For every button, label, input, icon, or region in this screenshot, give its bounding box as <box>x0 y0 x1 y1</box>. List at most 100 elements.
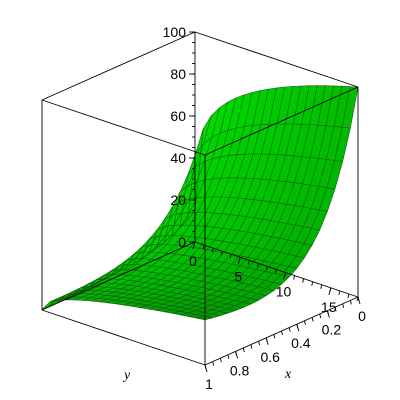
surface-patch <box>293 85 310 125</box>
x-tick-label: 0.8 <box>230 362 250 378</box>
surface-patch <box>113 284 130 289</box>
surface-patch <box>157 215 173 230</box>
surface-patch <box>206 227 223 240</box>
surface-patch <box>247 247 264 260</box>
x-minor-tick <box>349 300 352 305</box>
surface-patch <box>230 198 246 216</box>
surface-patch <box>182 225 198 237</box>
surface-patch <box>214 228 231 242</box>
surface-patch <box>288 256 305 269</box>
surface-patch <box>168 269 185 277</box>
surface-patch <box>174 235 191 246</box>
surface-patch <box>165 225 182 236</box>
surface-patch <box>191 248 208 258</box>
surface-patch <box>211 302 227 307</box>
surface-patch <box>199 249 216 260</box>
surface-patch <box>112 274 129 280</box>
surface-patch <box>271 238 288 253</box>
x-minor-tick <box>319 313 322 319</box>
surface-patch <box>82 293 99 298</box>
surface-patch <box>221 197 238 215</box>
surface-patch <box>103 269 120 276</box>
y-minor-tick <box>220 251 223 256</box>
surface-patch <box>303 208 320 229</box>
surface-patch <box>293 124 310 157</box>
surface-patch <box>184 272 201 280</box>
surface-patch <box>74 293 90 297</box>
x-minor-tick <box>212 361 215 366</box>
surface-patch <box>249 286 266 294</box>
mesh-line-y <box>82 97 237 301</box>
surface-patch <box>242 298 259 305</box>
surface-patch <box>311 186 327 210</box>
surface-patch <box>248 269 265 279</box>
mesh-line-y <box>66 107 220 301</box>
surface-patch <box>211 102 228 138</box>
surface-patch <box>280 240 296 255</box>
surface-patch <box>287 205 303 226</box>
y-axis-label: y <box>122 368 131 383</box>
x-minor-tick <box>242 347 245 353</box>
x-minor-tick <box>235 351 238 356</box>
surface-patch <box>285 86 301 124</box>
surface-patch <box>105 283 121 288</box>
surface-patch <box>210 296 227 302</box>
surface-patch <box>89 290 106 295</box>
surface-patch <box>189 197 206 213</box>
surface-patch <box>173 212 190 226</box>
surface-mesh <box>41 85 359 321</box>
surface-patch <box>216 262 233 272</box>
surface-patch <box>130 291 146 296</box>
y-tick-label: 5 <box>234 268 242 284</box>
surface-patch <box>186 296 203 302</box>
surface-patch <box>234 290 250 297</box>
surface-patch <box>142 236 158 247</box>
x-minor-tick <box>342 303 345 308</box>
surface-patch <box>198 226 215 239</box>
surface-patch <box>288 241 304 256</box>
x-tick-label: 0.4 <box>291 335 311 351</box>
surface-patch <box>304 228 320 246</box>
x-minor-tick <box>219 358 222 363</box>
surface-patch <box>136 277 153 283</box>
surface-patch <box>152 267 168 274</box>
surface-patch <box>272 252 289 265</box>
surface-patch <box>98 295 115 300</box>
z-tick-label: 60 <box>170 108 186 124</box>
surface-patch <box>255 235 272 249</box>
surface-patch <box>262 201 279 221</box>
surface-patch <box>212 155 229 179</box>
surface-patch <box>239 232 256 246</box>
surface-patch <box>112 279 129 285</box>
axis-tick-labels: 0 20 40 60 80 100 0 5 10 15 0 0.2 0.4 0.6 0.8 1 <box>163 24 366 392</box>
surface-patch <box>98 291 114 296</box>
surface-patch <box>123 298 139 303</box>
x-tick-label: 1 <box>205 376 213 392</box>
surface-patch <box>250 293 267 301</box>
surface-patch <box>202 289 218 295</box>
x-minor-tick <box>204 364 207 370</box>
surface-patch <box>107 300 123 304</box>
surface-patch <box>319 187 335 212</box>
surface-patch <box>318 125 335 160</box>
surface-patch <box>170 293 187 299</box>
x-minor-tick <box>265 337 268 342</box>
surface-patch <box>145 283 162 289</box>
surface-patch <box>114 297 131 302</box>
surface-patch <box>334 127 351 162</box>
surface-patch <box>122 289 138 295</box>
surface-patch <box>138 292 155 297</box>
surface-patch <box>166 245 183 254</box>
surface-patch <box>204 133 220 162</box>
surface-patch <box>334 86 350 128</box>
surface-patch <box>200 268 217 276</box>
surface-patch <box>143 259 160 266</box>
y-tick-label: 0 <box>189 253 197 269</box>
surface-patch <box>295 207 312 227</box>
surface-patch <box>135 265 152 272</box>
surface-patch <box>215 241 232 253</box>
surface-patch <box>248 259 265 270</box>
surface-patch <box>268 87 285 125</box>
surface-patch <box>166 235 183 246</box>
surface-patch <box>264 250 280 263</box>
